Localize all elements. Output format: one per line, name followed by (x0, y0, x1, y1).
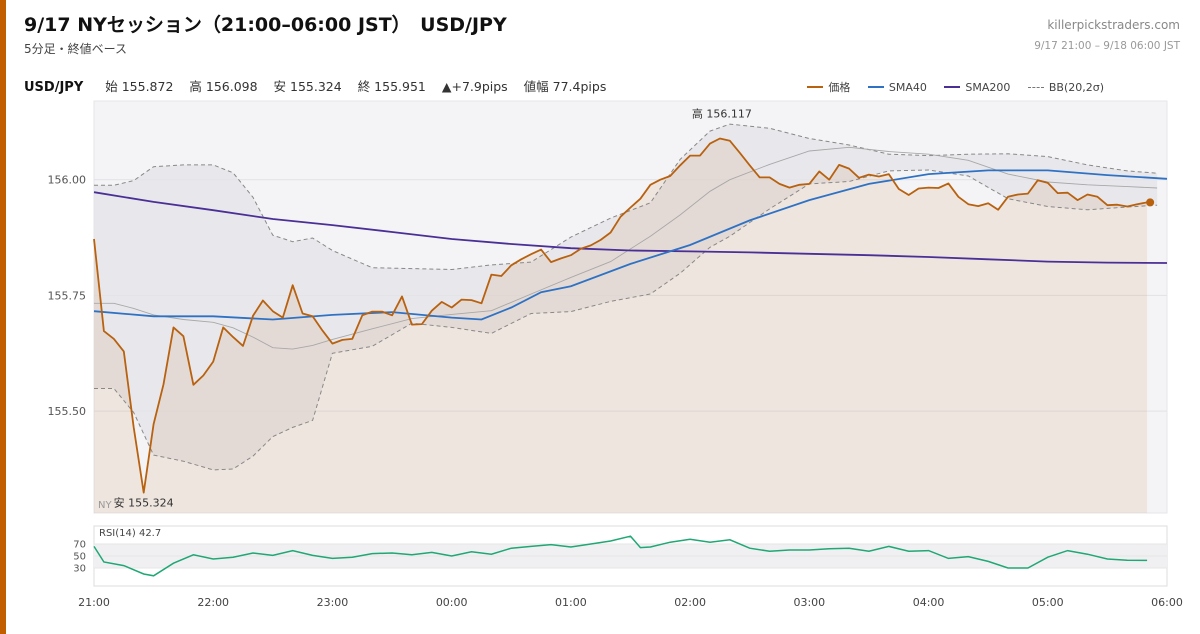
legend-swatch-sma40 (867, 86, 884, 88)
x-tick-label: 02:00 (674, 596, 706, 609)
page-subtitle: 5分足・終値ベース (24, 42, 128, 56)
stat-range: 値幅 77.4pips (523, 79, 607, 94)
rsi-tick-label: 30 (73, 564, 86, 575)
x-tick-label: 01:00 (555, 596, 587, 609)
bb-band-fill (94, 124, 1158, 470)
x-tick-label: 05:00 (1032, 596, 1064, 609)
stat-close: 終 155.951 (357, 79, 426, 94)
price-line (93, 137, 1148, 494)
stat-open: 始 155.872 (105, 79, 174, 94)
page-title: 9/17 NYセッション（21:00–06:00 JST） USD/JPY (24, 14, 507, 36)
bb-middle-line (94, 146, 1158, 350)
x-tick-label: 06:00 (1151, 596, 1183, 609)
legend-swatch-price (807, 86, 824, 88)
sma40-line (93, 169, 1168, 321)
legend-item-bb[interactable]: BB(20,2σ) (1027, 81, 1104, 94)
rsi-title: RSI(14) 42.7 (99, 528, 161, 539)
stat-high: 高 156.098 (189, 79, 258, 94)
bb-upper-line (94, 123, 1158, 271)
y-tick-label: 155.75 (48, 289, 87, 302)
sma200-line (93, 191, 1168, 264)
rsi-tick-label: 70 (73, 540, 86, 551)
annotation-label: 高 156.117 (692, 107, 752, 121)
x-tick-label: 22:00 (197, 596, 229, 609)
stat-low: 安 155.324 (273, 79, 342, 94)
annotation-label: 安 155.324 (114, 496, 174, 510)
brand-link[interactable]: killerpickstraders.com (1047, 18, 1180, 32)
y-tick-label: 155.50 (48, 405, 87, 418)
x-tick-label: 04:00 (913, 596, 945, 609)
legend-swatch-sma200 (944, 86, 961, 88)
x-tick-label: 21:00 (78, 596, 110, 609)
rsi-line (93, 535, 1148, 577)
last-price-marker (1146, 198, 1155, 207)
legend-swatch-bb (1027, 87, 1044, 88)
chart-legend: 価格 SMA40 SMA200 BB(20,2σ) (793, 78, 1104, 95)
x-tick-label: 23:00 (317, 596, 349, 609)
stat-change: ▲+7.9pips (441, 79, 508, 94)
legend-item-sma200[interactable]: SMA200 (944, 81, 1010, 94)
x-tick-label: 00:00 (436, 596, 468, 609)
legend-label-bb: BB(20,2σ) (1048, 81, 1104, 94)
legend-item-price[interactable]: 価格 (807, 79, 850, 95)
stats-bar: USD/JPY 始 155.872 高 156.098 安 155.324 終 … (24, 76, 618, 95)
session-label: NY (98, 500, 112, 511)
price-area-fill (94, 138, 1148, 513)
period-label: 9/17 21:00 – 9/18 06:00 JST (1034, 40, 1180, 52)
rsi-tick-label: 50 (73, 552, 86, 563)
symbol-label: USD/JPY (24, 80, 84, 95)
x-tick-label: 03:00 (793, 596, 825, 609)
y-tick-label: 156.00 (48, 174, 87, 187)
legend-label-price: 価格 (828, 81, 851, 94)
legend-item-sma40[interactable]: SMA40 (867, 80, 927, 94)
accent-bar (0, 0, 6, 634)
legend-label-sma40: SMA40 (888, 80, 927, 94)
legend-label-sma200: SMA200 (965, 80, 1011, 94)
